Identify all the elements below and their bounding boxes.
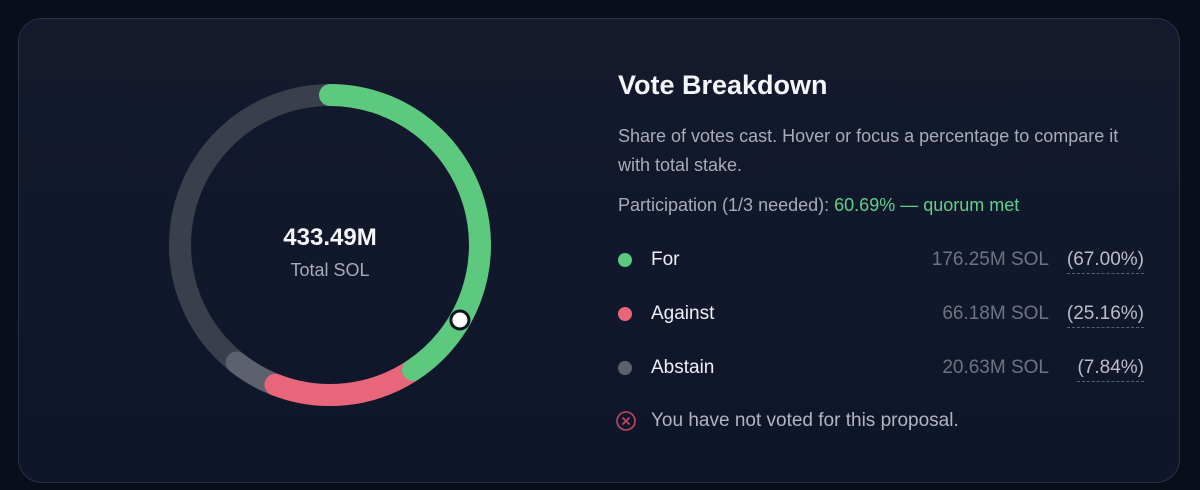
legend-dot	[618, 307, 632, 321]
donut-segment	[264, 358, 425, 406]
percent[interactable]: (25.16%)	[1066, 303, 1144, 328]
total-caption: Total SOL	[290, 260, 369, 280]
note: You have not voted for this proposal.	[651, 410, 959, 431]
legend-row: Against 66.18M SOL (25.16%)	[614, 299, 1146, 329]
legend-label: Against	[651, 303, 715, 324]
legend-label: Abstain	[651, 357, 715, 378]
participation: Participation (1/3 needed): 60.69% — quo…	[618, 195, 1019, 216]
participation-label: Participation (1/3 needed):	[618, 195, 830, 215]
legend-row: For 176.25M SOL (67.00%)	[614, 245, 1146, 275]
total-value: 433.49M	[283, 224, 376, 251]
amount: 20.63M SOL	[942, 357, 1049, 378]
not-voted-icon	[616, 411, 636, 431]
amount: 176.25M SOL	[931, 249, 1049, 270]
donut-segment	[319, 84, 491, 381]
amount: 66.18M SOL	[942, 303, 1049, 324]
legend-label: For	[651, 249, 680, 270]
legend-dot	[618, 253, 632, 267]
legend-row: Abstain 20.63M SOL (7.84%)	[614, 353, 1146, 383]
description: Share of votes cast. Hover or focus a pe…	[618, 126, 1119, 175]
donut-chart: 433.49M Total SOL	[169, 84, 491, 406]
title: Vote Breakdown	[618, 70, 828, 100]
quorum-marker	[449, 309, 471, 331]
card	[18, 18, 1180, 483]
percent[interactable]: (67.00%)	[1066, 249, 1144, 274]
percent[interactable]: (7.84%)	[1077, 357, 1144, 382]
participation-status: 60.69% — quorum met	[834, 195, 1020, 215]
legend-dot	[618, 361, 632, 375]
